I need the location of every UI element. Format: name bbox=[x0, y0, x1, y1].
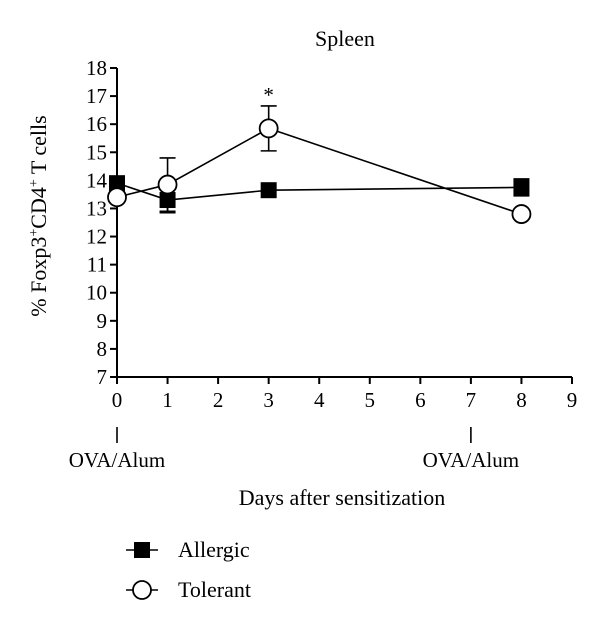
legend-marker bbox=[132, 580, 152, 600]
x-tick-label: 0 bbox=[112, 388, 123, 412]
legend-marker bbox=[134, 542, 150, 558]
y-axis-label-part: T cells bbox=[26, 115, 51, 179]
y-axis-label-superscript: + bbox=[27, 229, 42, 237]
x-tick-label: 6 bbox=[415, 388, 426, 412]
legend-label: Tolerant bbox=[178, 577, 251, 602]
series-tolerant bbox=[107, 105, 532, 224]
y-tick-label: 16 bbox=[86, 112, 107, 136]
x-tick-label: 4 bbox=[314, 388, 325, 412]
x-tick-label: 9 bbox=[567, 388, 578, 412]
data-point bbox=[109, 175, 125, 192]
y-tick-label: 18 bbox=[86, 56, 107, 80]
x-tick-label: 8 bbox=[516, 388, 527, 412]
annotations: * OVA/Alum OVA/Alum bbox=[69, 83, 519, 472]
x-tick-label: 1 bbox=[162, 388, 173, 412]
significance-star: * bbox=[263, 83, 274, 107]
y-axis-label: % Foxp3+CD4+ T cells bbox=[26, 115, 51, 316]
y-axis-label-superscript: + bbox=[27, 179, 42, 187]
data-point bbox=[260, 182, 277, 199]
data-point bbox=[513, 179, 530, 196]
y-tick-label: 12 bbox=[86, 225, 107, 249]
sensitization-label: OVA/Alum bbox=[69, 448, 165, 472]
y-tick-label: 14 bbox=[86, 168, 108, 192]
x-tick-label: 3 bbox=[263, 388, 274, 412]
chart-title: Spleen bbox=[315, 26, 375, 51]
x-tick-label: 2 bbox=[213, 388, 224, 412]
series-line bbox=[116, 127, 522, 215]
y-ticks: 7 8 9 10 11 12 13 14 15 16 17 18 bbox=[86, 56, 117, 389]
y-tick-label: 9 bbox=[97, 309, 108, 333]
axes bbox=[116, 68, 572, 378]
series-layer bbox=[107, 105, 532, 224]
y-tick-label: 13 bbox=[86, 196, 107, 220]
data-point bbox=[258, 118, 279, 139]
y-tick-label: 7 bbox=[97, 365, 108, 389]
x-axis-label: Days after sensitization bbox=[239, 485, 446, 510]
legend: Allergic Tolerant bbox=[126, 537, 251, 602]
series-line bbox=[116, 182, 522, 201]
y-tick-label: 8 bbox=[97, 337, 108, 361]
sensitization-label: OVA/Alum bbox=[423, 448, 519, 472]
y-tick-label: 15 bbox=[86, 140, 107, 164]
legend-item-tolerant: Tolerant bbox=[126, 577, 251, 602]
y-tick-label: 10 bbox=[86, 281, 107, 305]
legend-item-allergic: Allergic bbox=[126, 537, 250, 562]
y-axis-label-part: % Foxp3 bbox=[26, 237, 51, 317]
y-tick-label: 17 bbox=[86, 84, 107, 108]
y-tick-label: 11 bbox=[87, 253, 107, 277]
legend-label: Allergic bbox=[178, 537, 250, 562]
y-axis-label-part: CD4 bbox=[26, 187, 51, 229]
data-point bbox=[511, 204, 532, 224]
data-point bbox=[157, 174, 178, 195]
data-point bbox=[107, 187, 127, 208]
x-tick-label: 5 bbox=[365, 388, 376, 412]
x-tick-label: 7 bbox=[466, 388, 477, 412]
x-ticks: 0 1 2 3 4 5 6 7 8 9 bbox=[112, 377, 578, 412]
